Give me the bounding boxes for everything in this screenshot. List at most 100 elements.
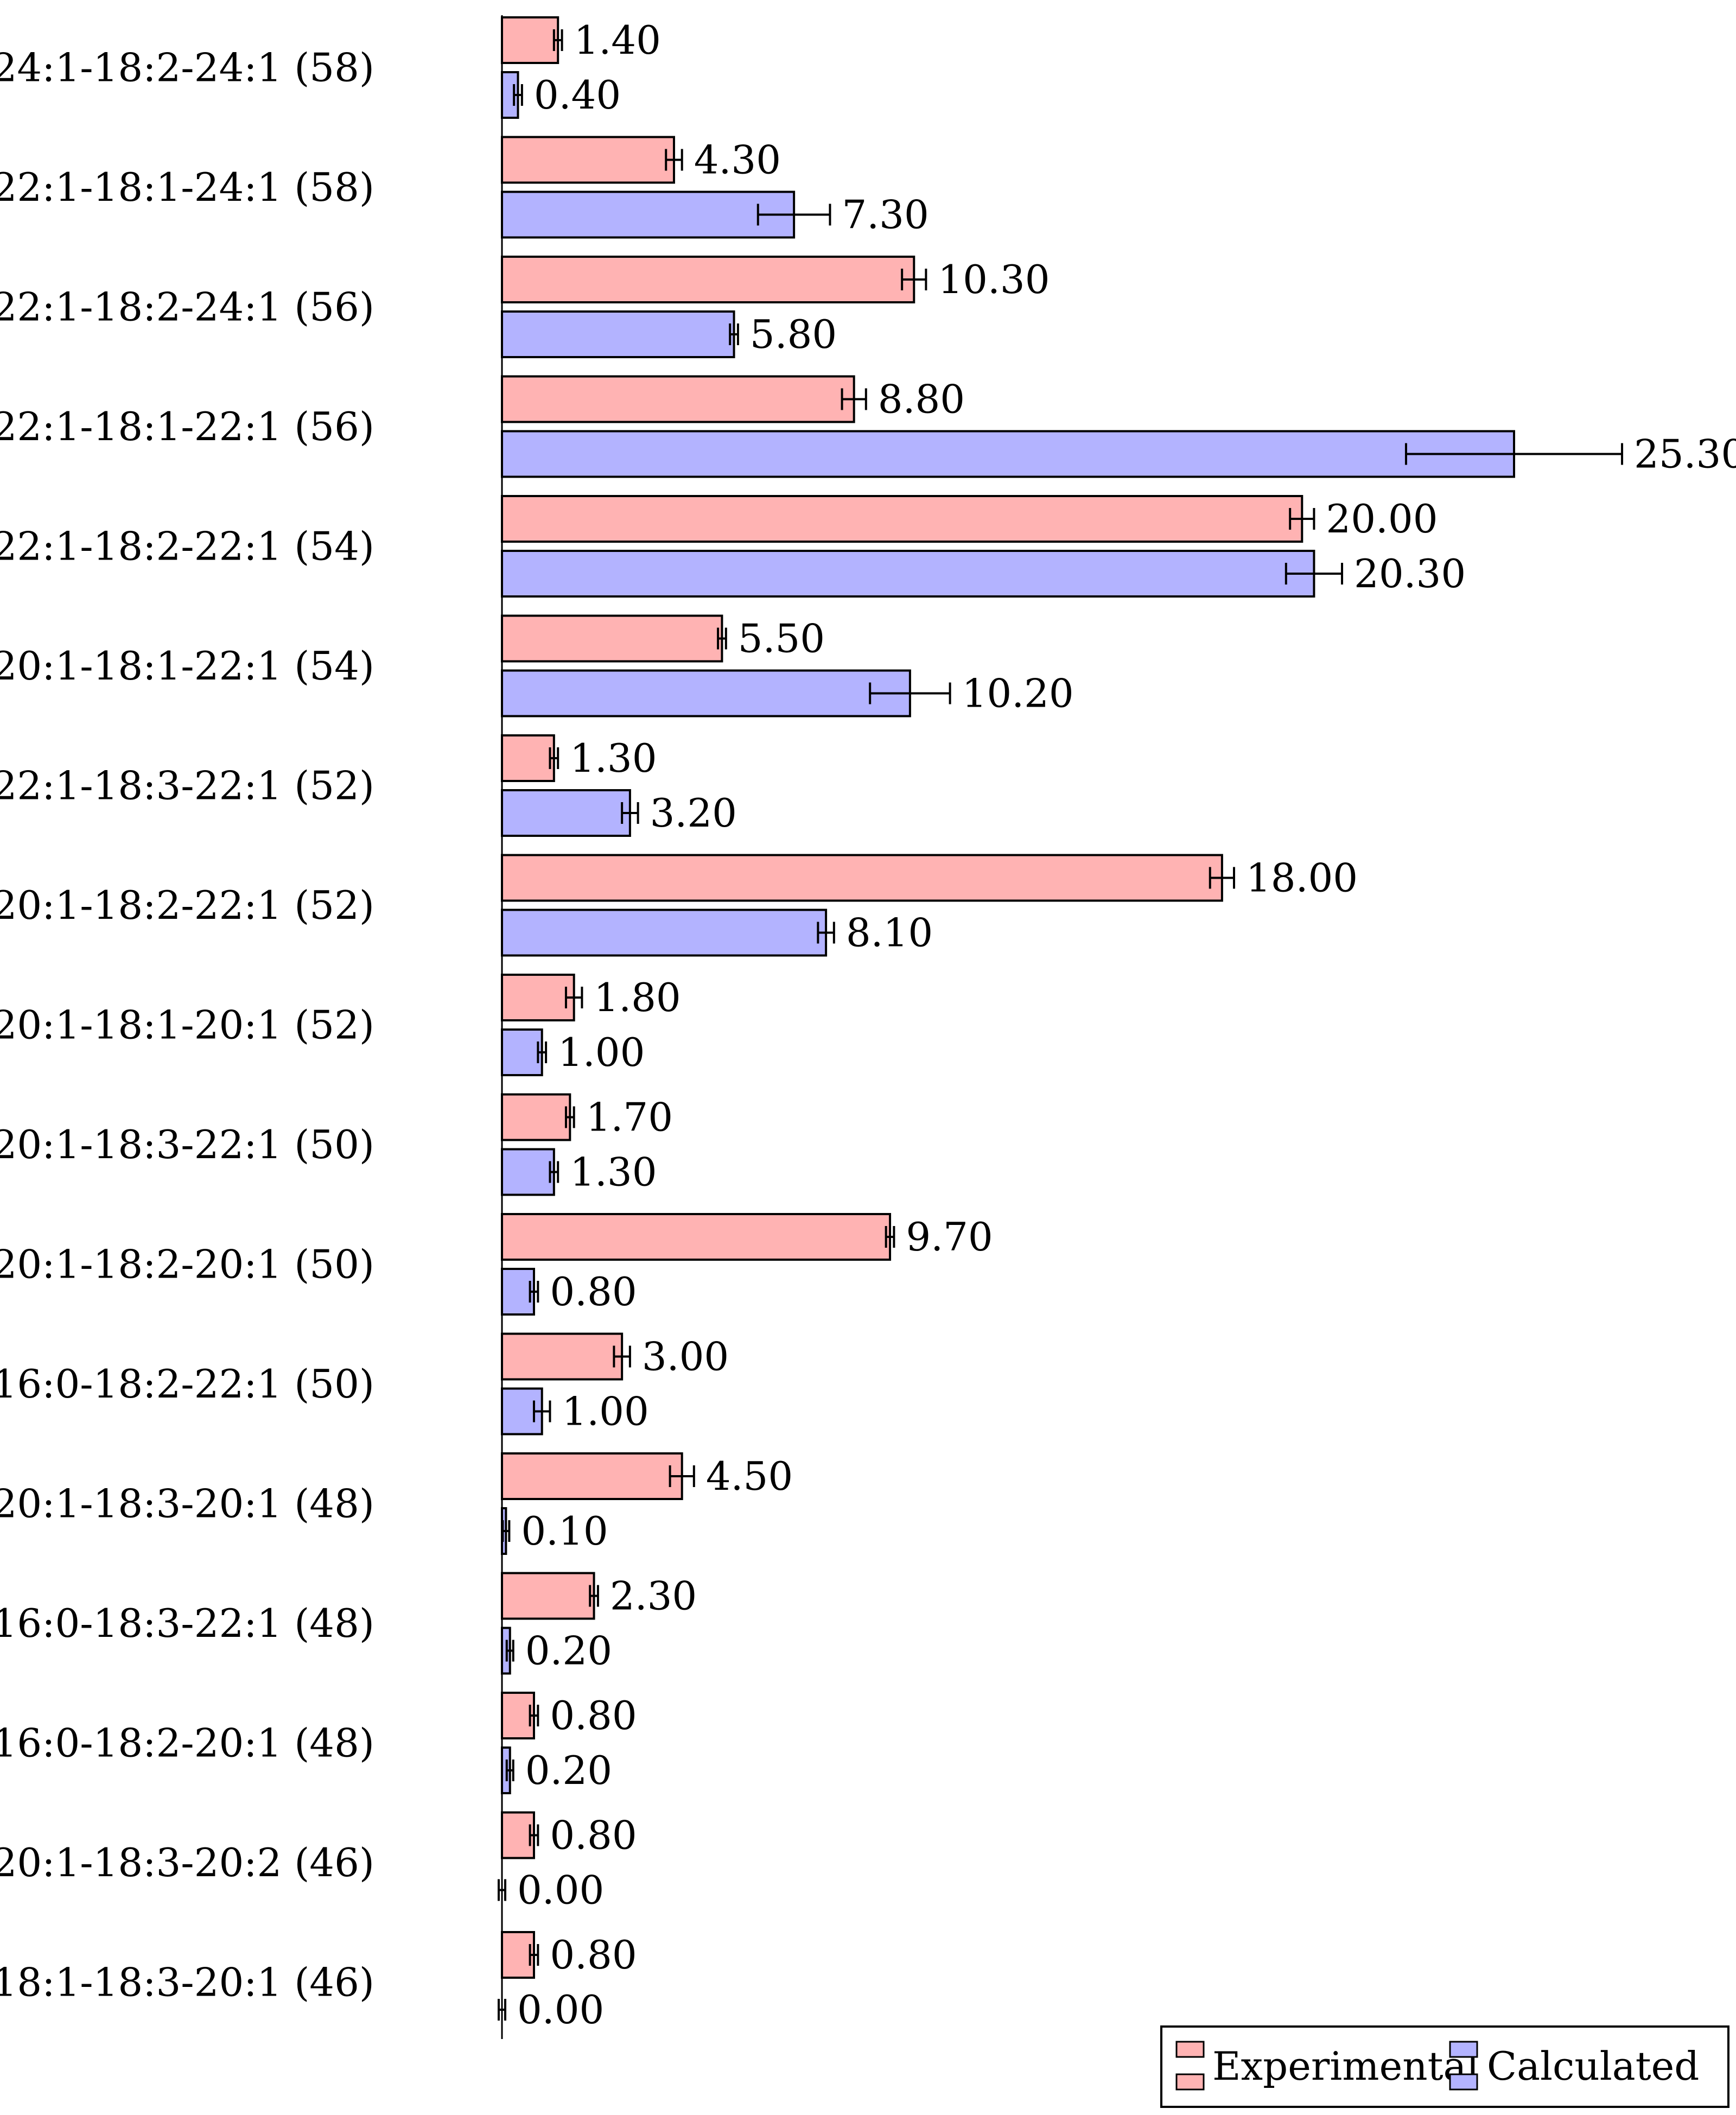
bar-calculated <box>501 1387 543 1436</box>
value-label-calculated: 20.30 <box>1354 551 1466 596</box>
value-label-calculated: 1.00 <box>558 1030 645 1075</box>
bar-experimental <box>501 136 675 184</box>
value-label-experimental: 20.00 <box>1326 496 1438 542</box>
bar-calculated <box>501 430 1515 478</box>
category-label: rac-16:0-18:2-20:1 (48) <box>0 1720 374 1766</box>
bar-calculated <box>501 909 828 957</box>
category-label: 22:1-18:1-22:1 (56) <box>0 404 374 449</box>
category-label: 22:1-18:3-22:1 (52) <box>0 763 374 809</box>
category-label: rac-22:1-18:2-24:1 (56) <box>0 284 374 330</box>
bar-experimental <box>501 375 855 423</box>
category-label-text: -20:1-18:3-22:1 (50) <box>0 1122 374 1167</box>
value-label-calculated: 8.10 <box>846 910 933 956</box>
bar-experimental <box>501 854 1223 902</box>
value-label-experimental: 0.80 <box>550 1693 637 1738</box>
value-label-experimental: 2.30 <box>610 1573 697 1619</box>
category-label-text: 22:1-18:2-22:1 (54) <box>0 524 374 569</box>
category-label: rac-18:1-18:3-20:1 (46) <box>0 1960 374 2005</box>
category-label-text: -18:1-18:3-20:1 (46) <box>0 1960 374 2005</box>
value-label-calculated: 0.00 <box>517 1987 604 2033</box>
bar-calculated <box>501 669 911 717</box>
category-label-text: 20:1-18:3-20:1 (48) <box>0 1481 374 1527</box>
category-label: rac-16:0-18:2-22:1 (50) <box>0 1361 374 1407</box>
bar-calculated <box>501 190 796 239</box>
category-label-text: -16:0-18:3-22:1 (48) <box>0 1600 374 1646</box>
category-label-text: 20:1-18:1-20:1 (52) <box>0 1002 374 1048</box>
category-label: rac-20:1-18:1-22:1 (54) <box>0 643 374 689</box>
value-label-experimental: 3.00 <box>642 1334 729 1380</box>
value-label-calculated: 1.00 <box>562 1389 648 1434</box>
category-label: 22:1-18:2-22:1 (54) <box>0 524 374 569</box>
bar-experimental <box>501 1452 683 1500</box>
value-label-calculated: 25.30 <box>1634 431 1736 477</box>
bar-experimental <box>501 734 555 782</box>
category-label-text: -20:1-18:2-22:1 (52) <box>0 882 374 928</box>
category-label-text: -16:0-18:2-22:1 (50) <box>0 1361 374 1407</box>
category-label: 20:1-18:1-20:1 (52) <box>0 1002 374 1048</box>
bar-experimental <box>501 974 575 1021</box>
value-label-calculated: 3.20 <box>650 790 737 836</box>
legend-swatch-calculated-bottom <box>1449 2073 1478 2091</box>
category-label-text: 22:1-18:1-22:1 (56) <box>0 404 374 449</box>
value-label-calculated: 0.80 <box>550 1269 637 1314</box>
value-label-experimental: 10.30 <box>938 257 1050 302</box>
bar-experimental <box>501 1931 535 1979</box>
category-label-text: 20:1-18:2-20:1 (50) <box>0 1242 374 1287</box>
category-label-text: -22:1-18:2-24:1 (56) <box>0 284 374 330</box>
category-label: rac-22:1-18:1-24:1 (58) <box>0 164 374 210</box>
value-label-experimental: 5.50 <box>738 616 825 662</box>
category-label-text: -20:1-18:3-20:2 (46) <box>0 1840 374 1885</box>
value-label-experimental: 18.00 <box>1246 855 1358 901</box>
category-label: rac-20:1-18:2-22:1 (52) <box>0 882 374 928</box>
bar-calculated <box>501 1268 535 1316</box>
value-label-calculated: 5.80 <box>750 312 837 357</box>
category-label: 20:1-18:3-20:1 (48) <box>0 1481 374 1527</box>
category-labels: 24:1-18:2-24:1 (58) rac-22:1-18:1-24:1 (5… <box>0 45 374 2005</box>
bar-calculated <box>501 1028 543 1076</box>
legend-frame <box>1160 2025 1729 2108</box>
category-label-text: -20:1-18:1-22:1 (54) <box>0 643 374 689</box>
bar-experimental <box>501 16 559 64</box>
value-label-calculated: 0.00 <box>517 1868 604 1913</box>
value-label-experimental: 8.80 <box>878 377 965 422</box>
value-label-experimental: 1.30 <box>570 735 657 781</box>
value-label-calculated: 7.30 <box>842 192 929 238</box>
category-label-text: 24:1-18:2-24:1 (58) <box>0 45 374 91</box>
category-label: 20:1-18:2-20:1 (50) <box>0 1242 374 1287</box>
category-label: rac-20:1-18:3-20:2 (46) <box>0 1840 374 1885</box>
value-label-calculated: 0.40 <box>534 72 621 118</box>
value-label-experimental: 0.80 <box>550 1932 637 1978</box>
value-label-experimental: 1.40 <box>574 17 661 63</box>
category-label-text: 22:1-18:3-22:1 (52) <box>0 763 374 809</box>
legend-label-experimental: Experimental <box>1212 2043 1479 2089</box>
value-label-calculated: 0.20 <box>525 1628 612 1674</box>
bar-calculated <box>501 789 631 837</box>
value-label-calculated: 10.20 <box>962 671 1074 716</box>
bar-calculated <box>501 1148 555 1196</box>
value-label-experimental: 4.50 <box>706 1453 793 1499</box>
legend: Experimental Calculated <box>1160 2025 1729 2108</box>
value-label-experimental: 9.70 <box>906 1214 993 1260</box>
value-label-experimental: 4.30 <box>694 137 781 183</box>
bar-calculated <box>501 550 1315 598</box>
value-label-experimental: 1.70 <box>586 1095 673 1140</box>
legend-swatch-experimental-bottom <box>1175 2073 1205 2091</box>
legend-swatch-calculated-top <box>1449 2041 1478 2058</box>
category-label: rac-20:1-18:3-22:1 (50) <box>0 1122 374 1167</box>
value-label-calculated: 0.20 <box>525 1748 612 1793</box>
bar-experimental <box>501 1093 571 1141</box>
value-label-experimental: 0.80 <box>550 1813 637 1858</box>
bar-experimental <box>501 495 1303 543</box>
category-label-text: -22:1-18:1-24:1 (58) <box>0 164 374 210</box>
bar-calculated <box>501 310 735 358</box>
category-label: rac-16:0-18:3-22:1 (48) <box>0 1600 374 1646</box>
value-label-calculated: 1.30 <box>570 1149 657 1195</box>
bar-experimental <box>501 1692 535 1739</box>
bar-experimental <box>501 1213 892 1261</box>
bar-experimental <box>501 614 723 663</box>
value-label-calculated: 0.10 <box>521 1508 608 1554</box>
legend-swatch-experimental-top <box>1175 2041 1205 2058</box>
category-label-text: -16:0-18:2-20:1 (48) <box>0 1720 374 1766</box>
category-label: 24:1-18:2-24:1 (58) <box>0 45 374 91</box>
